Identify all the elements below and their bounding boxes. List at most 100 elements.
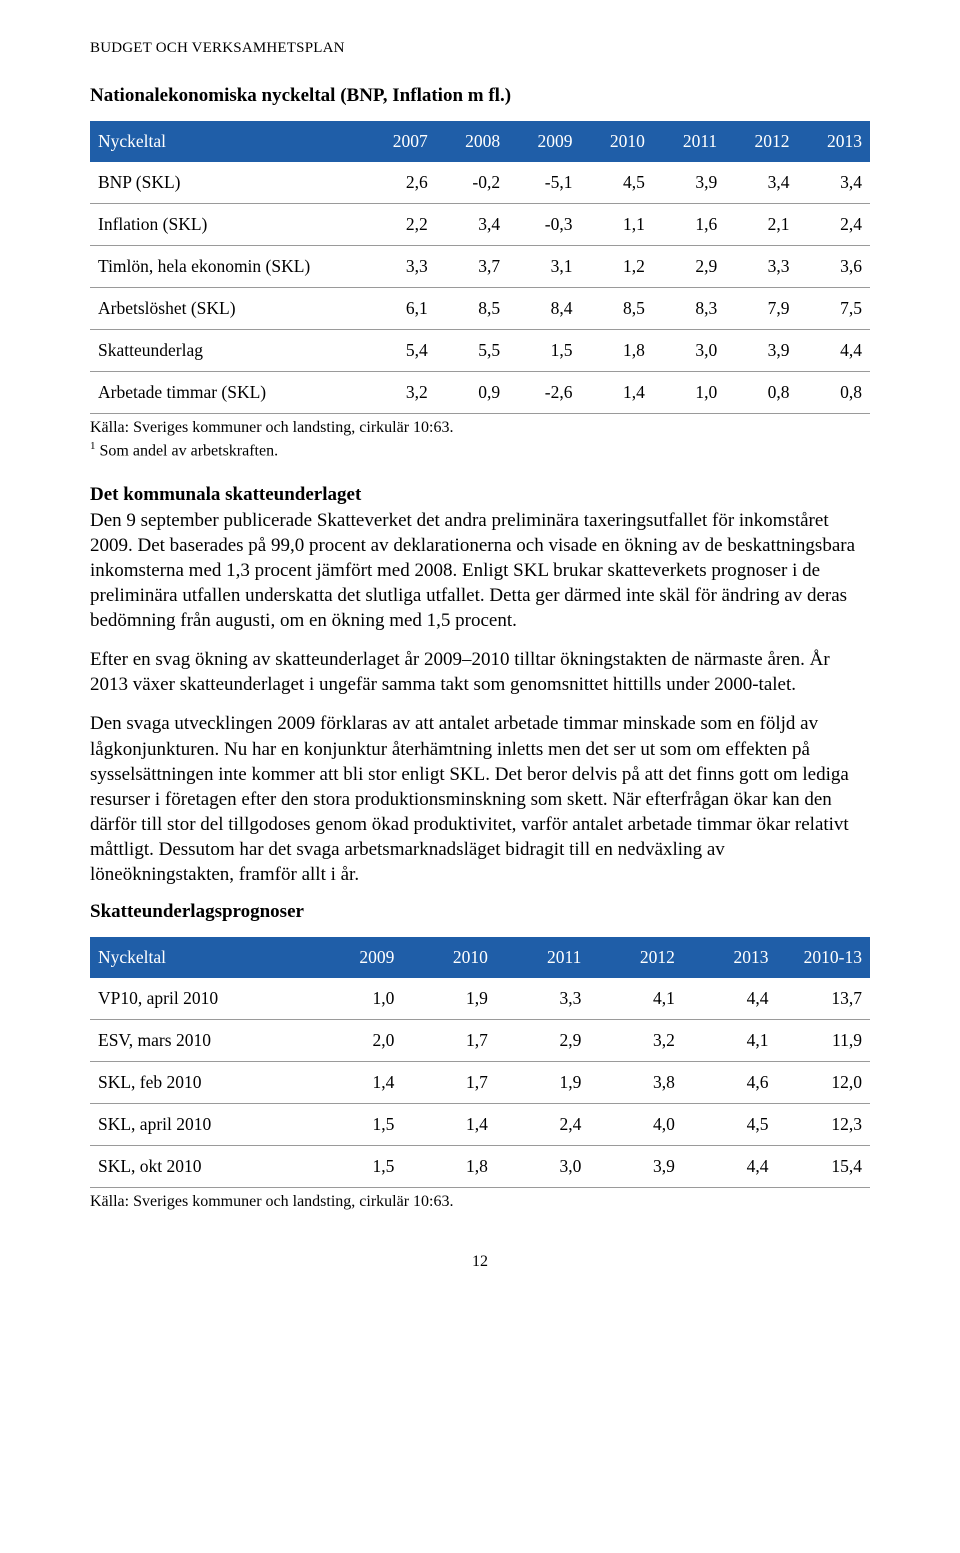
table-cell: 4,1: [589, 978, 683, 1020]
table-col-header: 2010-13: [776, 937, 870, 978]
table-col-header: 2012: [589, 937, 683, 978]
section-title-2: Skatteunderlagsprognoser: [90, 901, 870, 923]
table-cell: 3,4: [436, 204, 508, 246]
table-cell: 1,7: [402, 1020, 496, 1062]
table-col-header: Nyckeltal: [90, 121, 363, 162]
table-col-header: 2010: [402, 937, 496, 978]
table-cell: 13,7: [776, 978, 870, 1020]
table-cell: 3,3: [496, 978, 590, 1020]
table-cell: 8,3: [653, 288, 725, 330]
table-cell: 3,3: [725, 246, 797, 288]
paragraph-3: Den svaga utvecklingen 2009 förklaras av…: [90, 711, 870, 887]
table-cell: 3,9: [653, 162, 725, 204]
table-cell: 1,0: [309, 978, 403, 1020]
table-cell: SKL, okt 2010: [90, 1146, 309, 1188]
table-cell: 7,9: [725, 288, 797, 330]
table-cell: BNP (SKL): [90, 162, 363, 204]
table-cell: 3,1: [508, 246, 580, 288]
table1-source: Källa: Sveriges kommuner och landsting, …: [90, 418, 870, 462]
table-cell: 1,5: [309, 1104, 403, 1146]
table-col-header: Nyckeltal: [90, 937, 309, 978]
table-cell: -2,6: [508, 372, 580, 414]
table-col-header: 2009: [508, 121, 580, 162]
table-cell: 3,0: [653, 330, 725, 372]
table-cell: Timlön, hela ekonomin (SKL): [90, 246, 363, 288]
table-cell: 8,5: [580, 288, 652, 330]
table-cell: 4,4: [683, 1146, 777, 1188]
table-col-header: 2013: [798, 121, 870, 162]
table-cell: 5,5: [436, 330, 508, 372]
table-cell: -5,1: [508, 162, 580, 204]
table-col-header: 2007: [363, 121, 435, 162]
paragraph-1: Den 9 september publicerade Skatteverket…: [90, 508, 870, 633]
table-col-header: 2013: [683, 937, 777, 978]
table-col-header: 2010: [580, 121, 652, 162]
table-cell: 3,4: [725, 162, 797, 204]
table-col-header: 2008: [436, 121, 508, 162]
table-cell: 3,6: [798, 246, 870, 288]
table-prognoser: Nyckeltal200920102011201220132010-13 VP1…: [90, 937, 870, 1188]
table-cell: 15,4: [776, 1146, 870, 1188]
table-cell: 11,9: [776, 1020, 870, 1062]
table-row: Arbetade timmar (SKL)3,20,9-2,61,41,00,8…: [90, 372, 870, 414]
table-nyckeltal-1: Nyckeltal2007200820092010201120122013 BN…: [90, 121, 870, 414]
table-cell: 4,4: [683, 978, 777, 1020]
table2-source: Källa: Sveriges kommuner och landsting, …: [90, 1192, 870, 1213]
table-cell: 2,4: [798, 204, 870, 246]
table-col-header: 2011: [496, 937, 590, 978]
table-row: BNP (SKL)2,6-0,2-5,14,53,93,43,4: [90, 162, 870, 204]
table-row: Arbetslöshet (SKL)6,18,58,48,58,37,97,5: [90, 288, 870, 330]
table-cell: 1,2: [580, 246, 652, 288]
table-cell: 3,9: [589, 1146, 683, 1188]
table-cell: ESV, mars 2010: [90, 1020, 309, 1062]
table-cell: 2,2: [363, 204, 435, 246]
table-cell: SKL, feb 2010: [90, 1062, 309, 1104]
paragraph-2: Efter en svag ökning av skatteunderlaget…: [90, 647, 870, 697]
table-cell: 7,5: [798, 288, 870, 330]
table-cell: 3,7: [436, 246, 508, 288]
table-cell: 2,0: [309, 1020, 403, 1062]
subheading-skatteunderlaget: Det kommunala skatteunderlaget: [90, 484, 870, 506]
table-cell: 3,8: [589, 1062, 683, 1104]
table-cell: 4,4: [798, 330, 870, 372]
table-cell: 2,4: [496, 1104, 590, 1146]
table-cell: 3,3: [363, 246, 435, 288]
table-cell: 2,1: [725, 204, 797, 246]
table-cell: 3,2: [363, 372, 435, 414]
table-row: VP10, april 20101,01,93,34,14,413,7: [90, 978, 870, 1020]
table-cell: SKL, april 2010: [90, 1104, 309, 1146]
table-cell: 1,0: [653, 372, 725, 414]
table-cell: VP10, april 2010: [90, 978, 309, 1020]
table-cell: 2,6: [363, 162, 435, 204]
table-cell: 8,4: [508, 288, 580, 330]
table-cell: 3,2: [589, 1020, 683, 1062]
table-row: SKL, okt 20101,51,83,03,94,415,4: [90, 1146, 870, 1188]
table-col-header: 2012: [725, 121, 797, 162]
table-cell: 1,4: [309, 1062, 403, 1104]
table-cell: 4,5: [683, 1104, 777, 1146]
table-cell: 6,1: [363, 288, 435, 330]
table-cell: 12,0: [776, 1062, 870, 1104]
table-cell: Skatteunderlag: [90, 330, 363, 372]
source-line2: Som andel av arbetskraften.: [96, 442, 279, 459]
table-row: Timlön, hela ekonomin (SKL)3,33,73,11,22…: [90, 246, 870, 288]
table-cell: 4,1: [683, 1020, 777, 1062]
table-row: Skatteunderlag5,45,51,51,83,03,94,4: [90, 330, 870, 372]
table-cell: 2,9: [653, 246, 725, 288]
table-cell: 0,8: [725, 372, 797, 414]
table-cell: 1,8: [580, 330, 652, 372]
table-cell: 12,3: [776, 1104, 870, 1146]
table-col-header: 2009: [309, 937, 403, 978]
table-cell: 4,0: [589, 1104, 683, 1146]
table-cell: 3,0: [496, 1146, 590, 1188]
page-header: BUDGET OCH VERKSAMHETSPLAN: [90, 40, 870, 57]
table-cell: Arbetslöshet (SKL): [90, 288, 363, 330]
table-cell: 1,5: [508, 330, 580, 372]
table-cell: 4,6: [683, 1062, 777, 1104]
table-cell: 3,4: [798, 162, 870, 204]
table-cell: 1,8: [402, 1146, 496, 1188]
table-cell: 1,4: [580, 372, 652, 414]
table-cell: 1,6: [653, 204, 725, 246]
table-col-header: 2011: [653, 121, 725, 162]
table-cell: 1,1: [580, 204, 652, 246]
